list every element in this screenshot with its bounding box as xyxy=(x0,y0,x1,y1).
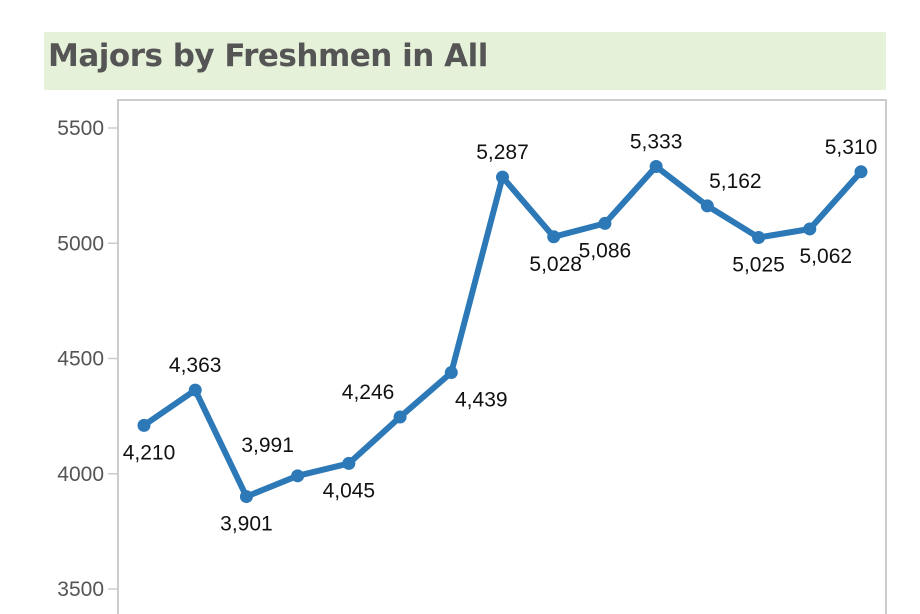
chart-title-bar: Majors by Freshmen in All xyxy=(44,32,886,90)
data-point xyxy=(700,199,714,213)
data-label: 5,162 xyxy=(709,170,762,193)
data-label: 3,901 xyxy=(220,513,273,536)
data-label: 5,333 xyxy=(630,130,683,153)
plot-border xyxy=(117,99,887,614)
y-tick-label: 5000 xyxy=(57,232,104,255)
y-tick-label: 4500 xyxy=(57,348,104,371)
data-point xyxy=(342,456,356,470)
data-point xyxy=(291,469,305,483)
data-label: 5,025 xyxy=(732,253,785,276)
y-tick-label: 3500 xyxy=(57,578,104,601)
data-label: 5,062 xyxy=(800,245,853,268)
plot-frame xyxy=(117,99,887,614)
data-label: 5,086 xyxy=(579,239,632,262)
data-label: 5,287 xyxy=(476,141,529,164)
data-point xyxy=(854,165,868,179)
data-label: 4,246 xyxy=(342,381,395,404)
data-labels: 4,210 4,363 3,901 3,991 4,045 4,246 4,439 5,287… xyxy=(123,130,878,535)
data-point xyxy=(547,230,561,244)
y-tick-label: 5500 xyxy=(57,117,104,140)
data-label: 5,028 xyxy=(529,253,582,276)
data-point xyxy=(598,216,612,230)
data-label: 4,363 xyxy=(169,354,222,377)
data-point xyxy=(496,170,509,184)
y-axis: 5500 5000 4500 4000 3500 xyxy=(57,117,118,601)
data-label: 4,045 xyxy=(323,479,376,502)
data-label: 4,439 xyxy=(455,389,508,412)
data-label: 5,310 xyxy=(825,136,878,159)
data-point xyxy=(239,490,253,504)
data-label: 4,210 xyxy=(123,441,176,464)
data-label: 3,991 xyxy=(241,434,294,457)
data-points xyxy=(137,159,868,504)
data-point xyxy=(188,383,202,397)
data-point xyxy=(444,366,458,380)
data-point xyxy=(752,230,766,244)
data-point xyxy=(649,159,663,173)
data-point xyxy=(393,410,407,424)
chart-title: Majors by Freshmen in All xyxy=(48,38,488,74)
y-tick-label: 4000 xyxy=(57,463,104,486)
data-point xyxy=(803,222,817,236)
data-point xyxy=(137,418,151,432)
